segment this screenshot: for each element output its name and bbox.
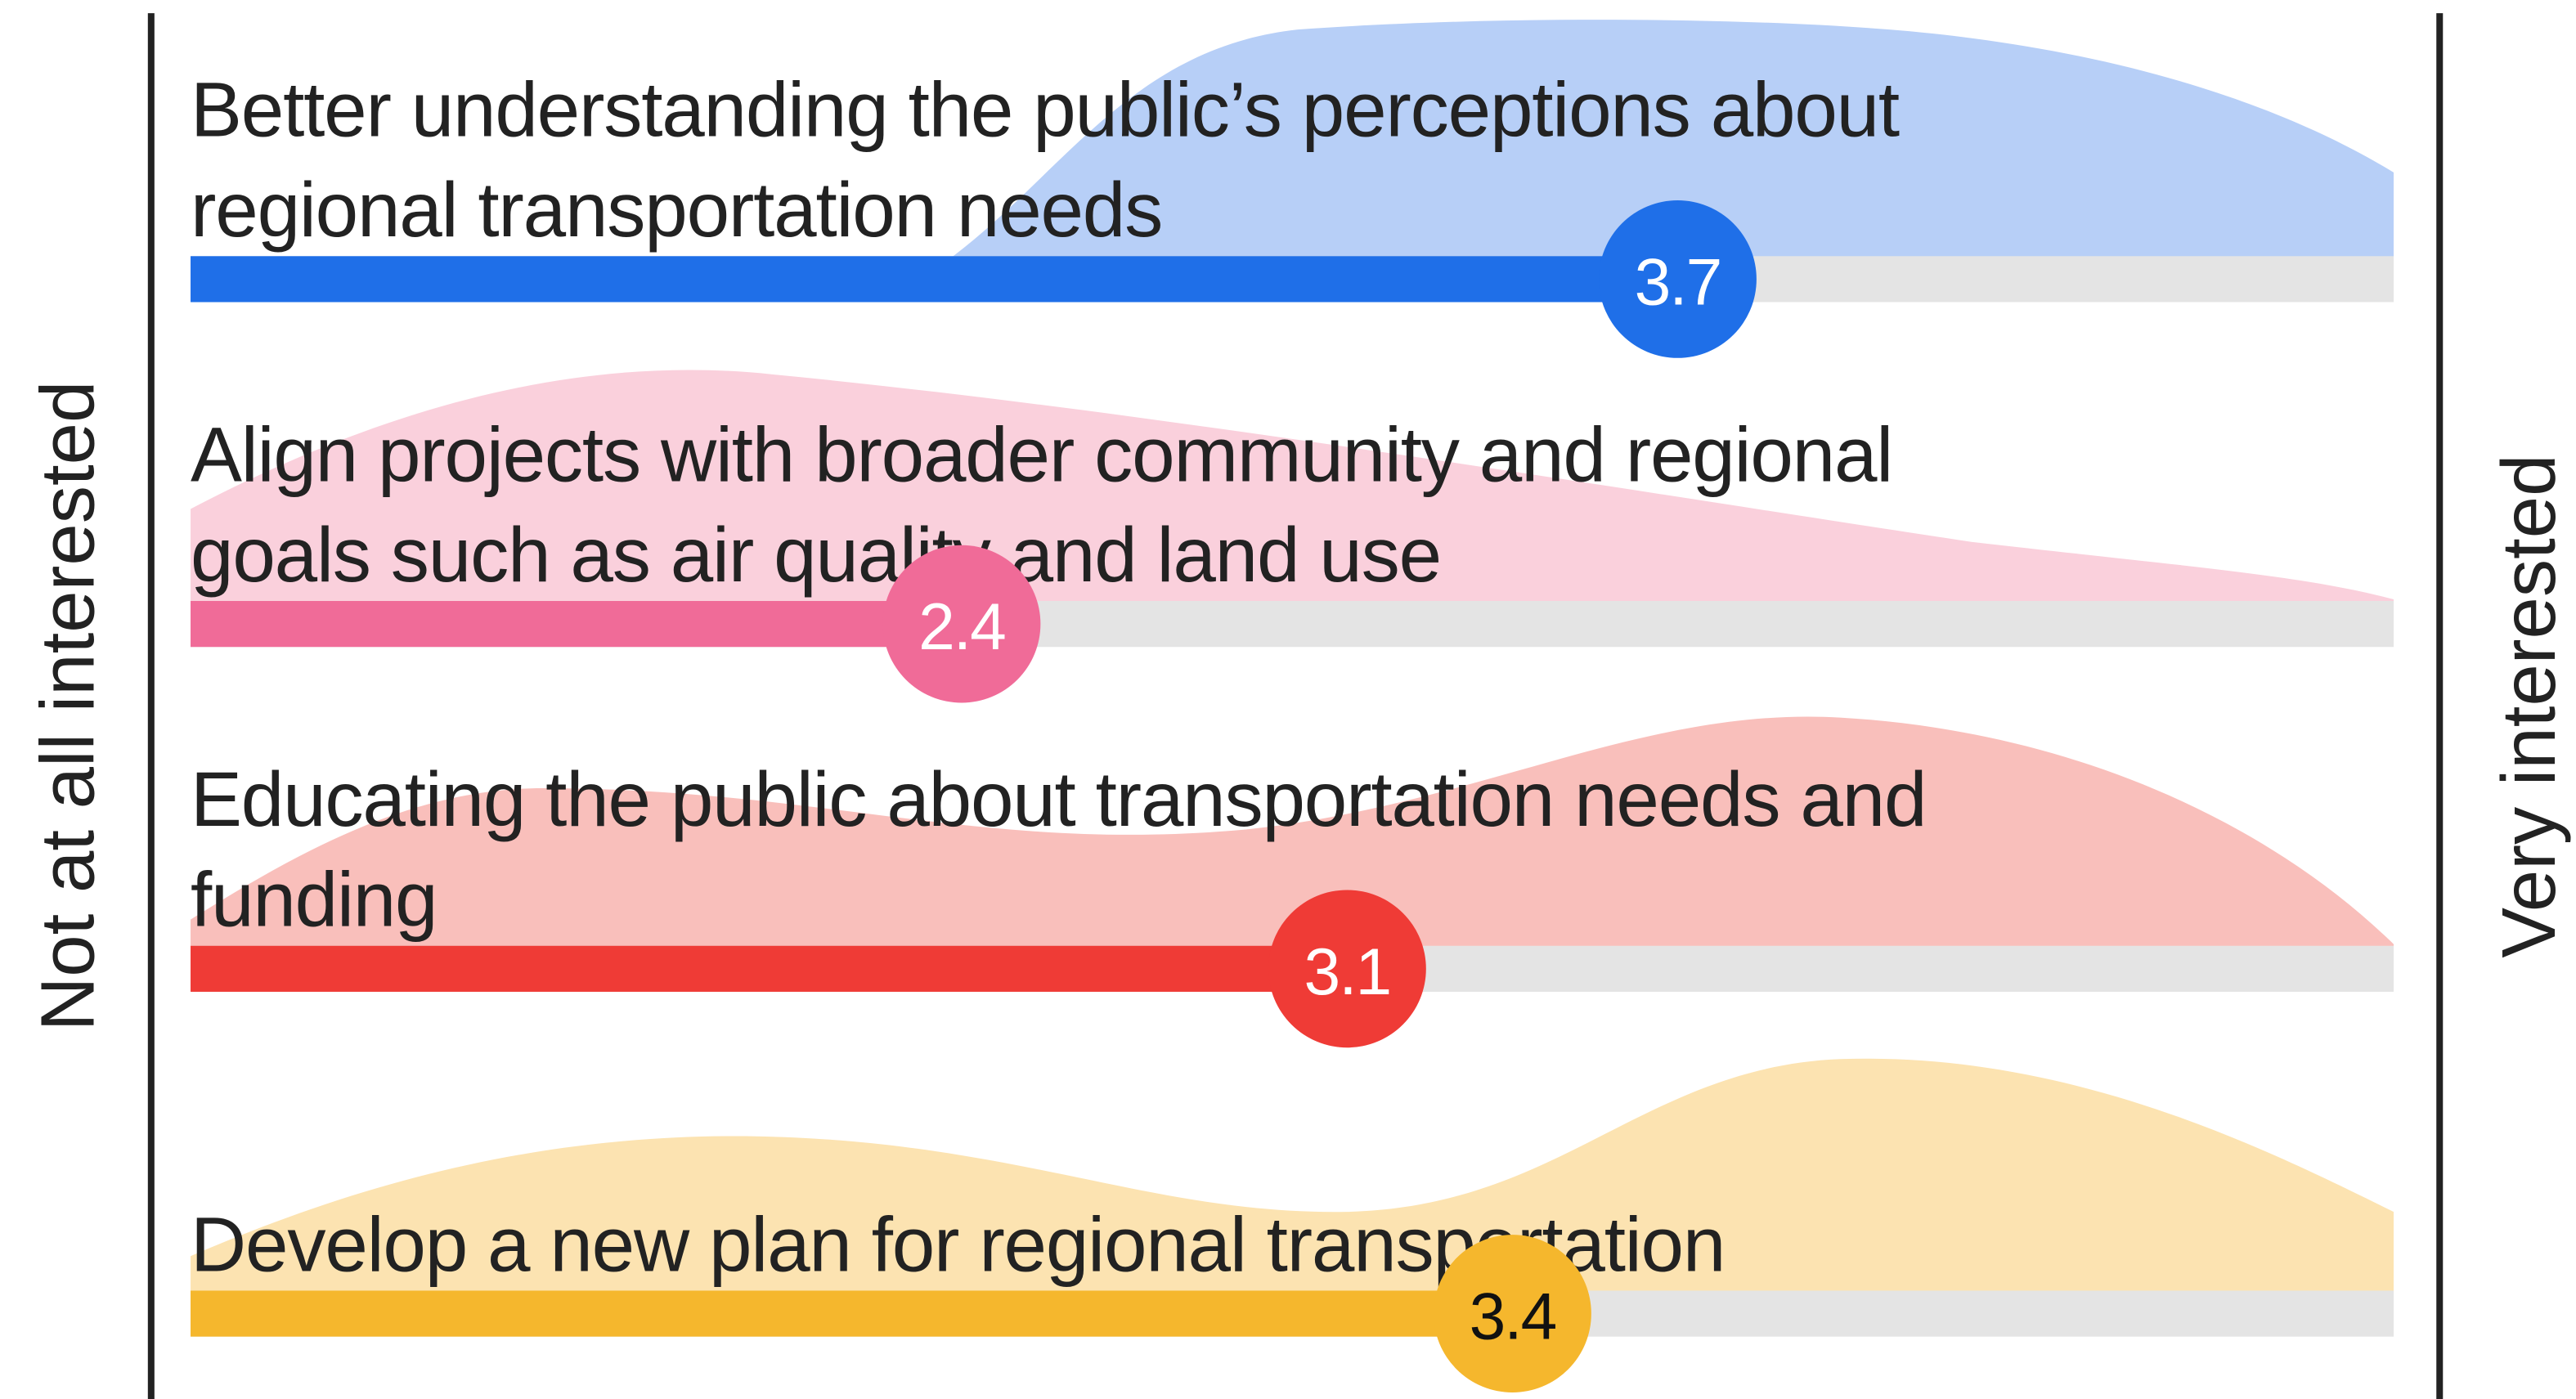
distribution	[191, 1058, 2394, 1314]
rows	[191, 256, 2394, 1337]
slider-handle	[1268, 890, 1426, 1048]
min-label: Not at all interested	[25, 381, 110, 1032]
label-line: Educating the public about transportatio…	[191, 755, 1927, 843]
slider-fill	[191, 256, 1678, 303]
value-label: 3.1	[1304, 935, 1391, 1009]
slider-handle	[1599, 200, 1757, 358]
distribution	[191, 370, 2394, 625]
item-label: Align projects with broader community an…	[191, 404, 1893, 604]
value-label: 3.4	[1470, 1280, 1556, 1354]
label-line: goals such as air quality and land use	[191, 510, 1442, 598]
distribution	[191, 716, 2394, 969]
value-label: 2.4	[918, 590, 1005, 664]
label-line: Align projects with broader community an…	[191, 410, 1893, 498]
label-line: funding	[191, 855, 438, 943]
value-label: 3.7	[1635, 245, 1721, 319]
label-line: regional transportation needs	[191, 165, 1163, 253]
label-line: Better understanding the public’s percep…	[191, 65, 1900, 153]
slider-fill	[191, 1290, 1513, 1337]
item-label: Better understanding the public’s percep…	[191, 59, 1900, 259]
slider-fill	[191, 601, 962, 648]
item-label: Educating the public about transportatio…	[191, 749, 1927, 949]
slider-handle	[882, 545, 1041, 703]
slider-handle	[1433, 1235, 1591, 1392]
slider-fill	[191, 945, 1348, 992]
distribution	[920, 20, 2394, 280]
distributions	[191, 20, 2394, 1314]
max-label: Very interested	[2486, 454, 2571, 957]
